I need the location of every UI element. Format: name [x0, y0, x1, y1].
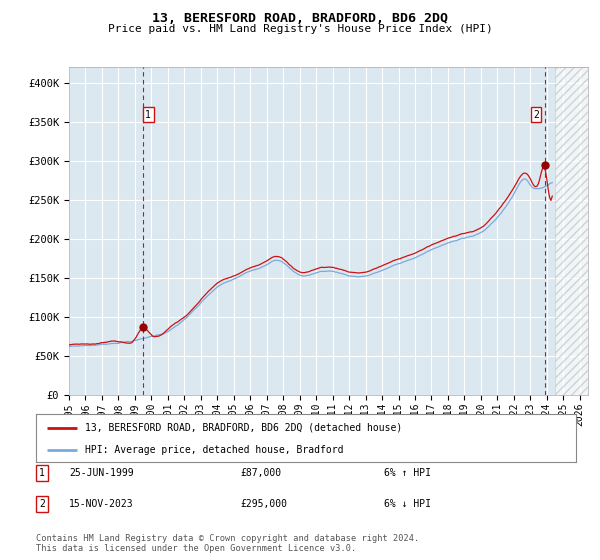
Text: 2: 2	[39, 499, 45, 509]
Text: Price paid vs. HM Land Registry's House Price Index (HPI): Price paid vs. HM Land Registry's House …	[107, 24, 493, 34]
Text: Contains HM Land Registry data © Crown copyright and database right 2024.
This d: Contains HM Land Registry data © Crown c…	[36, 534, 419, 553]
Bar	[555, 67, 588, 395]
Text: 6% ↓ HPI: 6% ↓ HPI	[384, 499, 431, 509]
Text: 6% ↑ HPI: 6% ↑ HPI	[384, 468, 431, 478]
Text: 2: 2	[533, 110, 539, 120]
Text: 1: 1	[145, 110, 151, 120]
Text: 15-NOV-2023: 15-NOV-2023	[69, 499, 134, 509]
Text: £295,000: £295,000	[240, 499, 287, 509]
Text: 25-JUN-1999: 25-JUN-1999	[69, 468, 134, 478]
Text: 1: 1	[39, 468, 45, 478]
Text: 13, BERESFORD ROAD, BRADFORD, BD6 2DQ: 13, BERESFORD ROAD, BRADFORD, BD6 2DQ	[152, 12, 448, 25]
Text: £87,000: £87,000	[240, 468, 281, 478]
Text: 13, BERESFORD ROAD, BRADFORD, BD6 2DQ (detached house): 13, BERESFORD ROAD, BRADFORD, BD6 2DQ (d…	[85, 423, 402, 433]
Text: HPI: Average price, detached house, Bradford: HPI: Average price, detached house, Brad…	[85, 445, 343, 455]
